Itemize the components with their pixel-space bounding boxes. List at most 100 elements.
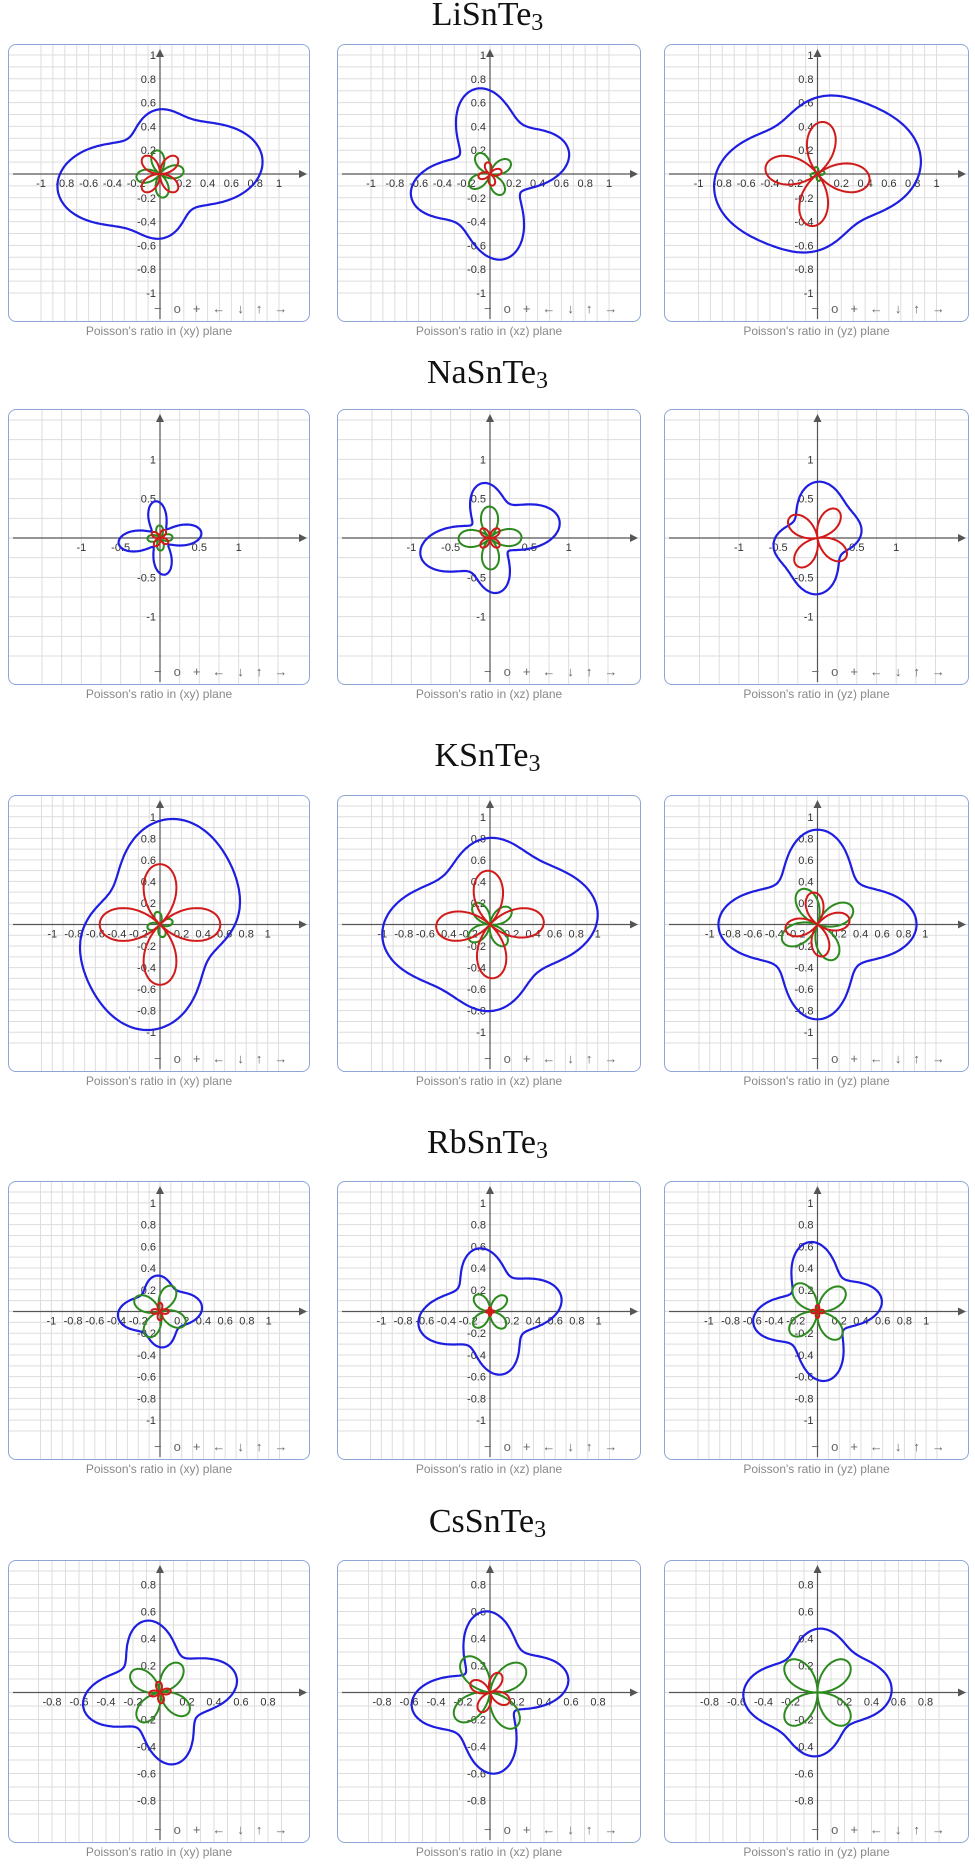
chart-panel-rbsnte3-xy[interactable]: -1 -1 -0.8 -0.8 -0.6 -0.6 -0.4 -0.4 -0.2 -0.2 0.2 0… xyxy=(8,1181,310,1460)
view-control-button[interactable]: → xyxy=(931,664,945,679)
view-control-button[interactable]: o xyxy=(173,1439,181,1454)
view-control-button[interactable]: ↓ xyxy=(237,1051,244,1066)
view-control-button[interactable]: ↓ xyxy=(567,664,574,679)
view-control-button[interactable]: − xyxy=(154,664,162,679)
view-control-button[interactable]: + xyxy=(522,301,531,316)
view-control-button[interactable]: → xyxy=(931,1822,945,1837)
chart-panel-lisnte3-xz[interactable]: -1 -1 -0.8 -0.8 -0.6 -0.6 -0.4 -0.4 -0.2 -0.2 0.2 0… xyxy=(337,44,641,322)
view-control-button[interactable]: ↑ xyxy=(913,1822,920,1837)
view-control-button[interactable]: ← xyxy=(212,1439,226,1454)
view-control-button[interactable]: ↓ xyxy=(567,1051,574,1066)
chart-panel-cssnte3-xz[interactable]: -0.8 -0.8 -0.6 -0.6 -0.4 -0.4 -0.2 -0.2 0.2 0.2 0.… xyxy=(337,1560,641,1843)
view-control-button[interactable]: ← xyxy=(542,1439,556,1454)
view-control-button[interactable]: + xyxy=(192,301,201,316)
view-control-button[interactable]: → xyxy=(931,301,945,316)
view-control-button[interactable]: ↑ xyxy=(585,1051,593,1066)
view-control-button[interactable]: + xyxy=(192,1051,201,1066)
view-control-button[interactable]: → xyxy=(604,1822,618,1837)
view-control-button[interactable]: ↑ xyxy=(913,664,920,679)
view-control-button[interactable]: o xyxy=(173,301,181,316)
view-control-button[interactable]: ← xyxy=(869,1439,883,1454)
view-control-button[interactable]: − xyxy=(154,1822,162,1837)
view-control-button[interactable]: ↑ xyxy=(585,1439,593,1454)
view-control-button[interactable]: − xyxy=(811,1439,820,1454)
view-control-button[interactable]: ↑ xyxy=(913,1439,920,1454)
view-control-button[interactable]: ↑ xyxy=(255,1439,263,1454)
view-control-button[interactable]: + xyxy=(522,664,531,679)
view-control-button[interactable]: ↑ xyxy=(585,664,593,679)
view-control-button[interactable]: → xyxy=(604,1051,618,1066)
view-control-button[interactable]: ← xyxy=(542,1822,556,1837)
view-control-button[interactable]: ← xyxy=(869,1822,883,1837)
chart-panel-rbsnte3-xz[interactable]: -1 -1 -0.8 -0.8 -0.6 -0.6 -0.4 -0.4 -0.2 -0.2 0.2 0… xyxy=(337,1181,641,1460)
view-control-button[interactable]: ← xyxy=(869,301,883,316)
view-control-button[interactable]: ↓ xyxy=(894,1051,902,1066)
view-control-button[interactable]: ↓ xyxy=(237,664,244,679)
view-control-button[interactable]: + xyxy=(850,1439,858,1454)
view-control-button[interactable]: ↑ xyxy=(913,1051,920,1066)
view-control-button[interactable]: ↓ xyxy=(237,1822,244,1837)
view-control-button[interactable]: o xyxy=(831,1051,839,1066)
view-control-button[interactable]: → xyxy=(604,301,618,316)
view-control-button[interactable]: ← xyxy=(542,664,556,679)
chart-panel-ksnte3-xz[interactable]: -1 -1 -0.8 -0.8 -0.6 -0.6 -0.4 -0.4 -0.2 -0.2 0.2 0… xyxy=(337,795,641,1072)
view-control-button[interactable]: − xyxy=(811,664,820,679)
view-control-button[interactable]: ↓ xyxy=(894,1822,902,1837)
view-control-button[interactable]: ← xyxy=(869,664,883,679)
view-control-button[interactable]: o xyxy=(503,1822,511,1837)
chart-panel-ksnte3-yz[interactable]: -1 -1 -0.8 -0.8 -0.6 -0.6 -0.4 -0.4 -0.2 -0.2 0.2 0… xyxy=(664,795,969,1072)
chart-panel-rbsnte3-yz[interactable]: -1 -1 -0.8 -0.8 -0.6 -0.6 -0.4 -0.4 -0.2 -0.2 0.2 0… xyxy=(664,1181,969,1460)
view-control-button[interactable]: ↑ xyxy=(255,664,263,679)
view-control-button[interactable]: o xyxy=(173,1822,181,1837)
view-control-button[interactable]: − xyxy=(811,1822,820,1837)
chart-panel-nasnte3-yz[interactable]: -1 -1 -0.5 -0.5 0.5 0.5 1 1− o + ← ↓ ↑ → xyxy=(664,409,969,685)
chart-panel-nasnte3-xz[interactable]: -1 -1 -0.5 -0.5 0.5 0.5 1 1− o + ← ↓ ↑ → xyxy=(337,409,641,685)
view-control-button[interactable]: ← xyxy=(212,664,226,679)
chart-panel-ksnte3-xy[interactable]: -1 -1 -0.8 -0.8 -0.6 -0.6 -0.4 -0.4 -0.2 -0.2 0.2 0… xyxy=(8,795,310,1072)
view-control-button[interactable]: ↓ xyxy=(894,664,902,679)
view-control-button[interactable]: o xyxy=(503,1051,511,1066)
view-control-button[interactable]: ← xyxy=(212,1822,226,1837)
view-control-button[interactable]: ↓ xyxy=(894,301,902,316)
view-control-button[interactable]: ← xyxy=(212,301,226,316)
view-control-button[interactable]: + xyxy=(522,1822,531,1837)
view-control-button[interactable]: ↑ xyxy=(913,301,920,316)
view-control-button[interactable]: ↑ xyxy=(255,301,263,316)
view-control-button[interactable]: ↓ xyxy=(894,1439,902,1454)
view-control-button[interactable]: + xyxy=(192,1822,201,1837)
view-control-button[interactable]: → xyxy=(604,1439,618,1454)
view-control-button[interactable]: ↓ xyxy=(237,1439,244,1454)
view-control-button[interactable]: + xyxy=(522,1439,531,1454)
view-control-button[interactable]: − xyxy=(484,664,492,679)
view-control-button[interactable]: + xyxy=(850,1822,858,1837)
view-control-button[interactable]: → xyxy=(274,301,288,316)
view-control-button[interactable]: + xyxy=(850,664,858,679)
view-control-button[interactable]: − xyxy=(484,301,492,316)
view-control-button[interactable]: + xyxy=(192,664,201,679)
view-control-button[interactable]: ← xyxy=(212,1051,226,1066)
view-control-button[interactable]: − xyxy=(811,301,820,316)
chart-panel-cssnte3-yz[interactable]: -0.8 -0.8 -0.6 -0.6 -0.4 -0.4 -0.2 -0.2 0.2 0.2 0.… xyxy=(664,1560,969,1843)
view-control-button[interactable]: ↑ xyxy=(255,1822,263,1837)
view-control-button[interactable]: + xyxy=(522,1051,531,1066)
view-control-button[interactable]: o xyxy=(831,664,839,679)
view-control-button[interactable]: o xyxy=(831,301,839,316)
view-control-button[interactable]: − xyxy=(154,1439,162,1454)
chart-panel-cssnte3-xy[interactable]: -0.8 -0.8 -0.6 -0.6 -0.4 -0.4 -0.2 -0.2 0.2 0.2 0.… xyxy=(8,1560,310,1843)
view-control-button[interactable]: − xyxy=(811,1051,820,1066)
chart-panel-nasnte3-xy[interactable]: -1 -1 -0.5 -0.5 0.5 0.5 1 1− o + ← ↓ ↑ → xyxy=(8,409,310,685)
view-control-button[interactable]: ← xyxy=(869,1051,883,1066)
view-control-button[interactable]: ↓ xyxy=(567,1439,574,1454)
view-control-button[interactable]: → xyxy=(931,1051,945,1066)
view-control-button[interactable]: → xyxy=(274,1051,288,1066)
view-control-button[interactable]: → xyxy=(274,1439,288,1454)
view-control-button[interactable]: ↑ xyxy=(255,1051,263,1066)
view-control-button[interactable]: o xyxy=(173,1051,181,1066)
view-control-button[interactable]: + xyxy=(850,301,858,316)
view-control-button[interactable]: − xyxy=(484,1051,492,1066)
view-control-button[interactable]: o xyxy=(503,301,511,316)
view-control-button[interactable]: − xyxy=(154,301,162,316)
view-control-button[interactable]: ↑ xyxy=(585,301,593,316)
view-control-button[interactable]: → xyxy=(274,664,288,679)
view-control-button[interactable]: − xyxy=(484,1822,492,1837)
